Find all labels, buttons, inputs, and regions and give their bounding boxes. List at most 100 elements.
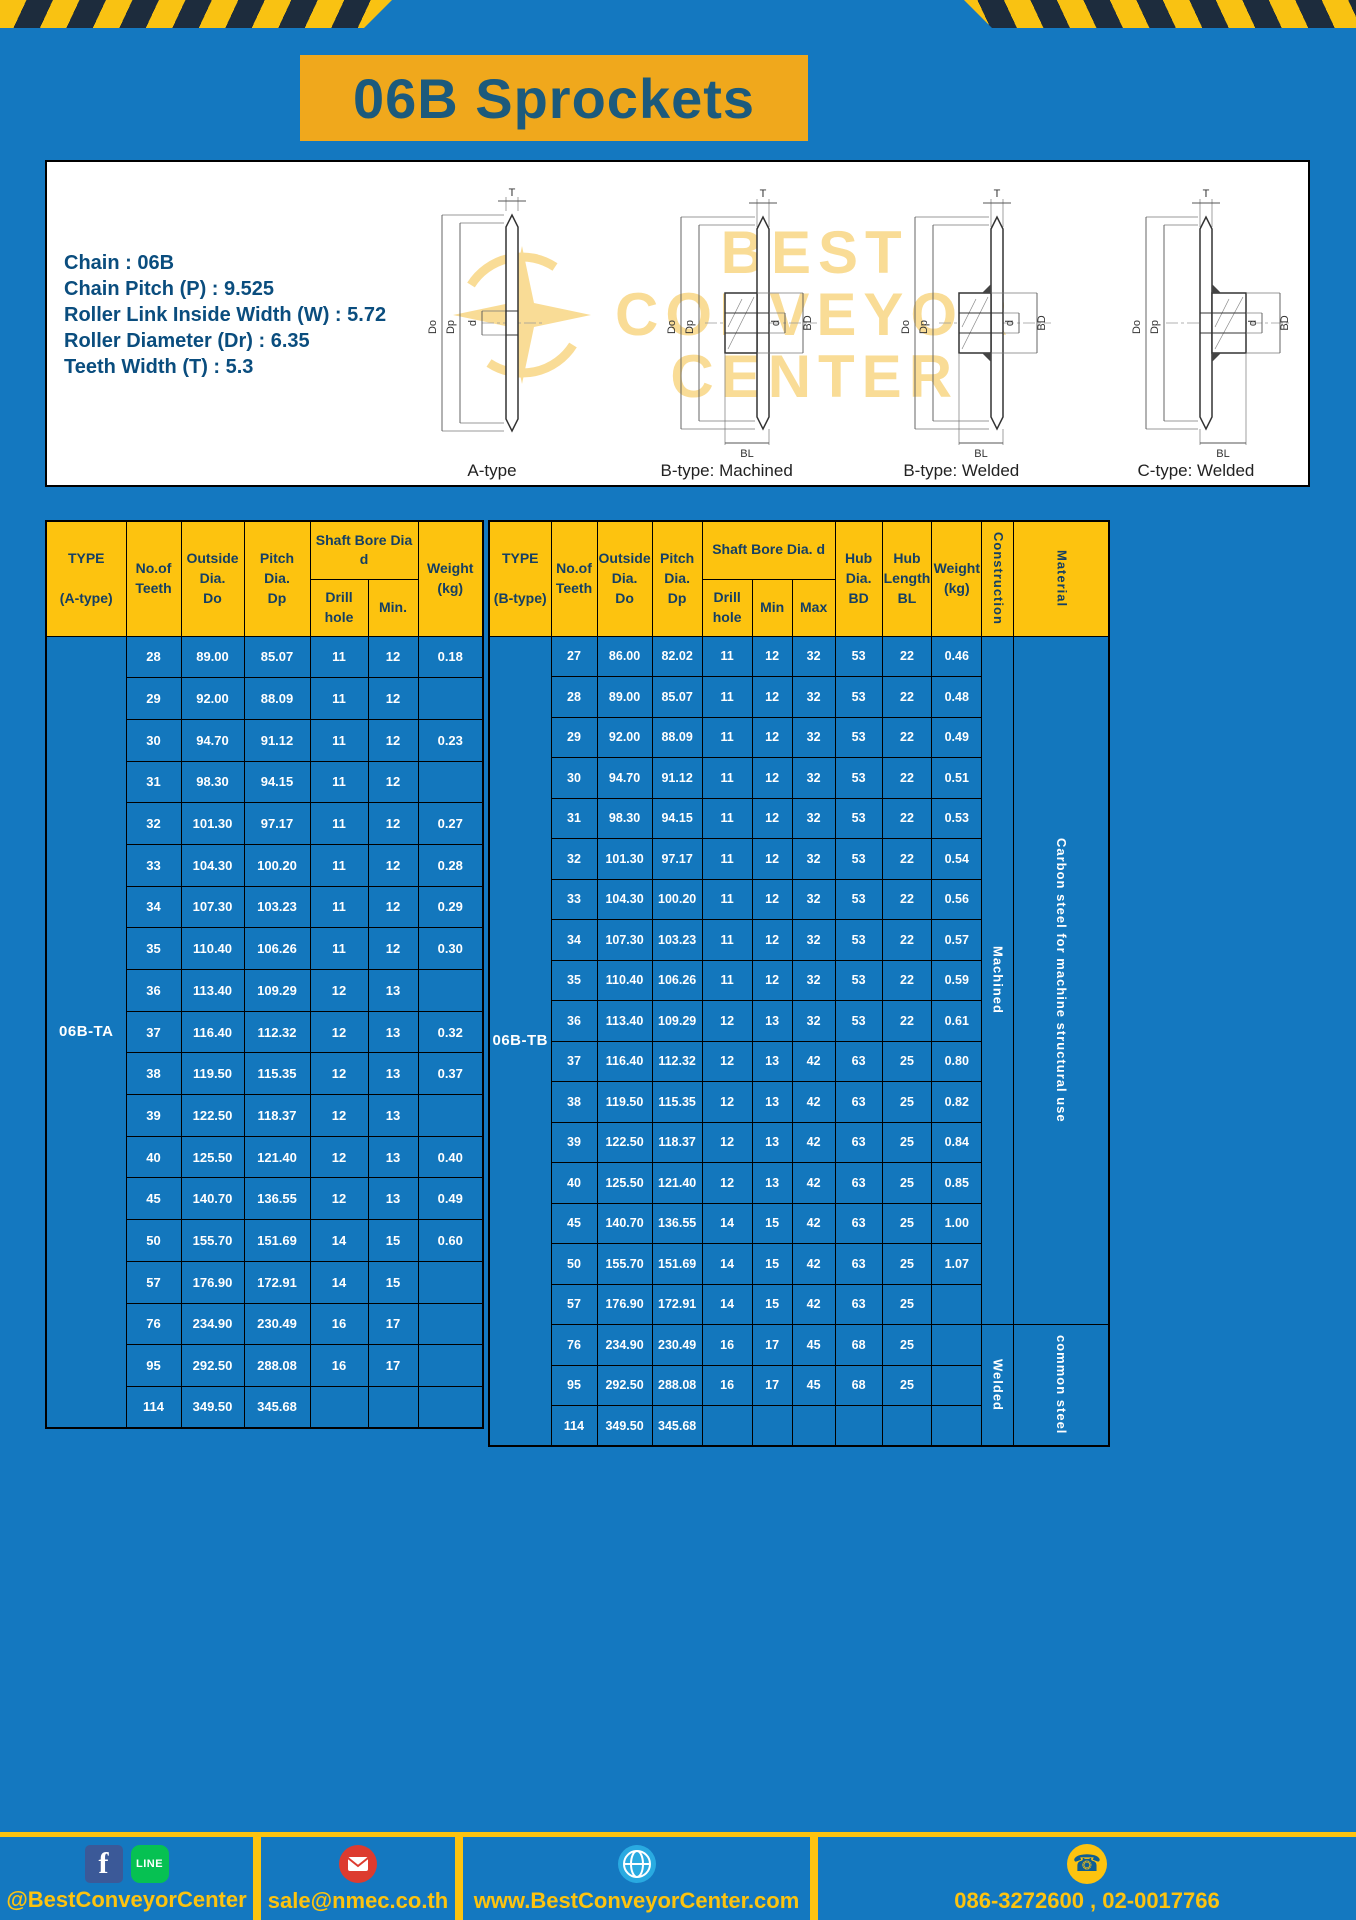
data-cell: 100.20	[651, 878, 703, 920]
data-cell: 0.61	[931, 1000, 983, 1042]
data-cell: 32	[125, 802, 182, 845]
svg-text:T: T	[994, 188, 1001, 200]
data-cell: 25	[881, 1040, 933, 1082]
data-cell: 15	[751, 1202, 793, 1244]
data-cell: 50	[550, 1243, 598, 1285]
data-cell: 12	[701, 1081, 753, 1123]
data-cell	[931, 1364, 983, 1406]
data-cell: 0.59	[931, 959, 983, 1001]
data-cell: 76	[125, 1302, 182, 1346]
diagram-b-machined-drawing: Do Dp d	[666, 188, 817, 459]
data-cell: 38	[550, 1081, 598, 1123]
col-header-pitch-dia: Pitch Dia. Dp	[651, 520, 703, 637]
data-cell: 292.50	[180, 1344, 245, 1387]
data-cell: 155.70	[596, 1243, 653, 1285]
col-header-construction: Construction	[981, 520, 1015, 637]
data-cell: 53	[834, 959, 883, 1001]
table-a-type: TYPE (A-type) No.of Teeth Outside Dia. D…	[45, 520, 484, 1430]
data-cell: 63	[834, 1121, 883, 1163]
data-cell: 88.09	[243, 677, 311, 720]
table-row: 35 110.40 106.26 11 12 0.30	[46, 927, 484, 970]
svg-text:Do: Do	[666, 320, 678, 334]
table-row: 57 176.90 172.91 14 15 42 63 25	[489, 1283, 1109, 1325]
svg-text:BD: BD	[1036, 315, 1048, 330]
table-row: 114 349.50 345.68	[46, 1385, 484, 1429]
data-cell: 104.30	[180, 843, 245, 887]
data-cell: 103.23	[651, 919, 703, 961]
phone-numbers: 086-3272600 , 02-0017766	[954, 1887, 1220, 1913]
data-cell: 12	[701, 1162, 753, 1204]
data-cell: 22	[881, 676, 933, 718]
col-header-weight: Weight (kg)	[931, 520, 983, 637]
data-cell	[417, 677, 484, 720]
col-header-type: TYPE (B-type)	[488, 520, 552, 637]
data-cell: 13	[367, 1177, 419, 1221]
data-cell: 110.40	[596, 959, 653, 1001]
table-row: 45 140.70 136.55 14 15 42 63 25 1.00	[489, 1202, 1109, 1244]
table-row: 06B-TB 27 86.00 82.02 11 12 32 53 22 0.46 Machined…	[488, 635, 1110, 1447]
data-cell: 14	[309, 1219, 369, 1262]
data-cell: 118.37	[651, 1121, 703, 1163]
data-cell: 12	[751, 635, 793, 677]
col-header-teeth: No.of Teeth	[550, 520, 598, 637]
data-cell: 12	[309, 969, 369, 1012]
data-cell: 12	[367, 885, 419, 929]
data-cell: 22	[881, 959, 933, 1001]
diagram-caption: A-type	[467, 461, 517, 480]
data-cell: 113.40	[180, 969, 245, 1012]
data-cell: 98.30	[180, 760, 245, 804]
data-cell: 12	[367, 677, 419, 720]
svg-text:BD: BD	[802, 315, 814, 330]
material-cell: common steel	[1013, 1324, 1110, 1447]
data-cell: 98.30	[596, 797, 653, 839]
data-cell: 22	[881, 838, 933, 880]
data-cell: 14	[701, 1202, 753, 1244]
data-cell: 11	[701, 838, 753, 880]
data-cell: 68	[834, 1364, 883, 1406]
data-cell	[931, 1324, 983, 1366]
data-cell: 38	[125, 1052, 182, 1096]
data-cell	[367, 1385, 419, 1429]
data-cell: 12	[751, 716, 793, 758]
data-cell: 89.00	[596, 676, 653, 718]
table-row: 30 94.70 91.12 11 12 32 53 22 0.51	[489, 757, 1109, 799]
data-cell: 121.40	[243, 1135, 311, 1179]
data-cell: 292.50	[596, 1364, 653, 1406]
data-cell: 116.40	[180, 1010, 245, 1054]
data-cell: 0.48	[931, 676, 983, 718]
data-cell: 0.32	[417, 1010, 484, 1054]
data-cell: 36	[125, 969, 182, 1012]
data-cell: 13	[367, 1052, 419, 1096]
data-cell: 32	[791, 676, 836, 718]
data-cell: 13	[367, 1094, 419, 1137]
diagram-c-welded-drawing: Do Dp d	[1131, 188, 1292, 459]
data-cell: 125.50	[180, 1135, 245, 1179]
col-header-teeth: No.of Teeth	[125, 520, 182, 637]
col-header-shaft-bore: Shaft Bore Dia d	[309, 520, 419, 580]
data-cell: 32	[791, 797, 836, 839]
type-cell: 06B-TA	[45, 635, 127, 1429]
data-cell: 25	[881, 1202, 933, 1244]
col-header-hub-length: Hub Length BL	[881, 520, 933, 637]
data-cell: 57	[550, 1283, 598, 1325]
data-cell: 42	[791, 1283, 836, 1325]
hazard-stripe-right-icon	[964, 0, 1356, 28]
table-row: 30 94.70 91.12 11 12 0.23	[46, 718, 484, 762]
data-cell: 12	[367, 802, 419, 845]
data-cell: 114	[125, 1385, 182, 1429]
data-cell: 13	[751, 1000, 793, 1042]
data-cell: 91.12	[243, 718, 311, 762]
data-cell: 35	[550, 959, 598, 1001]
data-cell: 12	[751, 838, 793, 880]
col-header-min: Min.	[367, 578, 419, 637]
table-row: 76 234.90 230.49 16 17	[46, 1302, 484, 1346]
col-header-outside-dia: Outside Dia. Do	[180, 520, 245, 637]
data-cell: 40	[125, 1135, 182, 1179]
data-cell: 16	[309, 1344, 369, 1387]
svg-text:BL: BL	[1216, 448, 1229, 459]
data-cell: 30	[125, 718, 182, 762]
svg-text:Dp: Dp	[445, 320, 457, 334]
data-cell: 32	[791, 716, 836, 758]
data-cell: 68	[834, 1324, 883, 1366]
data-cell: 0.46	[931, 635, 983, 677]
